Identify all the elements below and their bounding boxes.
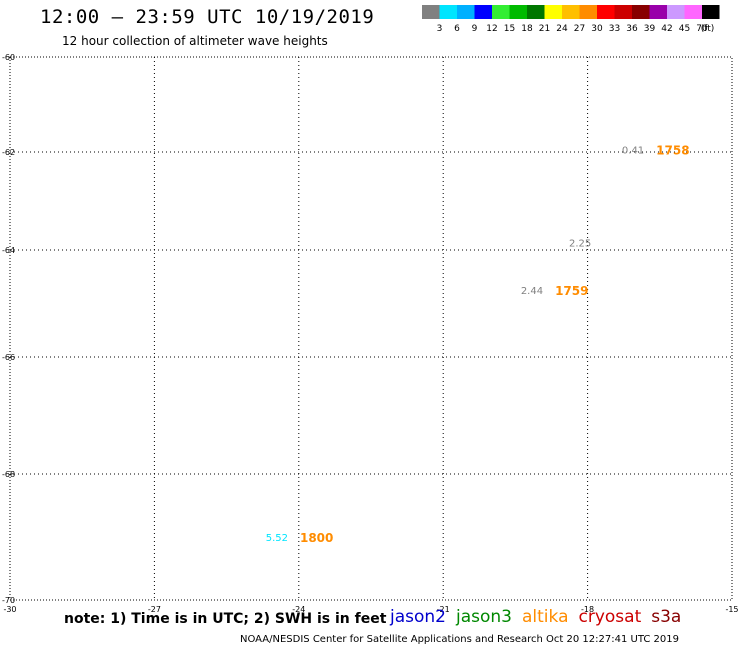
colorbar-label: 27 (574, 24, 585, 34)
colorbar-label: 70 (696, 24, 708, 34)
colorbar-swatch (614, 5, 632, 19)
colorbar-swatch (597, 5, 615, 19)
credit-line: NOAA/NESDIS Center for Satellite Applica… (240, 634, 679, 645)
colorbar-label: 3 (437, 24, 443, 34)
colorbar-swatch (649, 5, 667, 19)
colorbar-label: 21 (539, 24, 550, 34)
x-tick-label: -24 (292, 605, 305, 614)
swh-value-label: 5.52 (266, 533, 288, 544)
x-tick-label: -15 (725, 605, 738, 614)
colorbar-swatch (684, 5, 702, 19)
footer-note: note: 1) Time is in UTC; 2) SWH is in fe… (64, 611, 387, 627)
satellite-legend-item: jason3 (456, 607, 512, 627)
colorbar-swatch (492, 5, 510, 19)
swh-value-label: 2.44 (521, 286, 543, 297)
swh-value-label: 2.25 (569, 239, 591, 250)
x-tick-label: -18 (581, 605, 594, 614)
colorbar-label: 42 (661, 24, 672, 34)
colorbar-swatch (457, 5, 475, 19)
colorbar-label: 36 (626, 24, 638, 34)
colorbar-swatch (667, 5, 685, 19)
chart-title: 12:00 – 23:59 UTC 10/19/2019 (40, 6, 375, 28)
x-tick-label: -21 (437, 605, 450, 614)
colorbar-label: 24 (556, 24, 568, 34)
y-tick-label: -70 (2, 596, 15, 605)
satellite-legend-item: jason2 (390, 607, 446, 627)
colorbar-swatch (422, 5, 440, 19)
satellite-legend-item: altika (522, 607, 569, 627)
colorbar-swatch (527, 5, 545, 19)
colorbar-legend: 3 6 9 12 15 18 21 24 27 30 33 36 39 42 45 70(ft) (422, 5, 720, 34)
satellite-legend-item: s3a (651, 607, 682, 627)
satellite-legend: jason2 jason3 altika cryosat s3a (390, 607, 691, 627)
x-tick-label: -30 (3, 605, 16, 614)
colorbar-label: 9 (472, 24, 478, 34)
plot-border (9, 56, 733, 601)
colorbar-label: 30 (591, 24, 603, 34)
chart-subtitle: 12 hour collection of altimeter wave hei… (62, 34, 328, 48)
colorbar-swatch (579, 5, 597, 19)
colorbar-label: 18 (521, 24, 533, 34)
y-tick-label: -60 (2, 53, 15, 62)
colorbar-swatch (439, 5, 457, 19)
y-tick-label: -66 (2, 353, 15, 362)
x-tick-label: -27 (148, 605, 161, 614)
y-tick-label: -68 (2, 470, 15, 479)
colorbar-label: 12 (486, 24, 497, 34)
colorbar-swatch (562, 5, 580, 19)
y-tick-label: -64 (2, 246, 15, 255)
satellite-legend-item: cryosat (578, 607, 642, 627)
colorbar-swatch (702, 5, 720, 19)
colorbar-unit: (ft) (701, 24, 715, 34)
colorbar-swatch (474, 5, 492, 19)
colorbar-swatch (544, 5, 562, 19)
colorbar-swatch (632, 5, 650, 19)
y-tick-label: -62 (2, 148, 15, 157)
time-label: 1759 (555, 284, 588, 298)
colorbar-label: 39 (644, 24, 656, 34)
colorbar-swatch (509, 5, 527, 19)
colorbar-label: 6 (454, 24, 460, 34)
time-label: 1800 (300, 531, 333, 545)
time-label: 1758 (656, 144, 689, 158)
colorbar-label: 15 (504, 24, 515, 34)
colorbar-label: 45 (679, 24, 690, 34)
swh-value-label: 0.41 (622, 146, 644, 157)
colorbar-label: 33 (609, 24, 620, 34)
